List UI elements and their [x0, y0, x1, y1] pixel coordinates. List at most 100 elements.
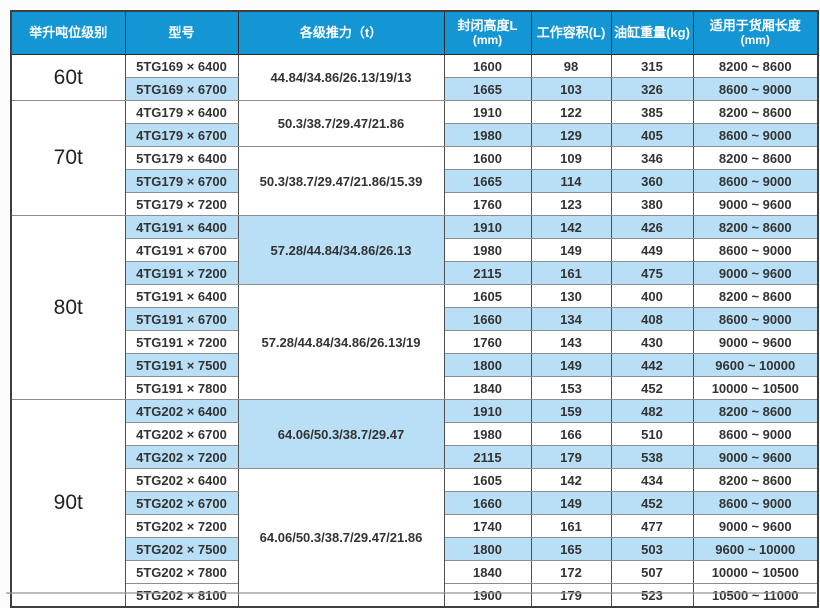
- working-volume-cell: 159: [530, 399, 612, 423]
- closed-height-cell: 1665: [443, 77, 532, 101]
- weight-cell: 326: [610, 77, 694, 101]
- thrust-cell: 50.3/38.7/29.47/21.86/15.39: [237, 146, 445, 216]
- cargo-length-cell: 10500 ~ 11000: [692, 583, 819, 608]
- thrust-cell: 64.06/50.3/38.7/29.47: [237, 399, 445, 469]
- cargo-length-cell: 8600 ~ 9000: [692, 238, 819, 262]
- working-volume-cell: 142: [530, 215, 612, 239]
- cargo-length-cell: 8600 ~ 9000: [692, 422, 819, 446]
- header-row: 举升吨位级别 型号 各级推力（t） 封闭高度L (mm) 工作容积(L) 油缸重量…: [10, 10, 819, 55]
- closed-height-cell: 2115: [443, 261, 532, 285]
- weight-cell: 360: [610, 169, 694, 193]
- table-row: 5TG191 × 6400 57.28/44.84/34.86/26.13/19 1…: [11, 284, 819, 400]
- table-row: 80t 4TG191 × 6400 57.28/44.84/34.86/26.13 1…: [10, 215, 819, 400]
- cargo-length-cell: 8600 ~ 9000: [692, 169, 819, 193]
- cargo-length-cell: 9000 ~ 9600: [692, 192, 819, 216]
- closed-height-cell: 1660: [443, 491, 532, 515]
- model-cell: 4TG202 × 6700: [124, 422, 239, 446]
- table-row: 70t 4TG179 × 6400 50.3/38.7/29.47/21.86 191…: [10, 100, 819, 216]
- cargo-length-cell: 8200 ~ 8600: [692, 100, 819, 124]
- tonnage-cell: 80t: [10, 215, 126, 400]
- table-row: 5TG202 × 6400 64.06/50.3/38.7/29.47/21.86…: [11, 468, 819, 608]
- model-cell: 4TG179 × 6700: [124, 123, 239, 147]
- weight-cell: 503: [610, 537, 694, 561]
- model-cell: 5TG191 × 6400: [124, 284, 239, 308]
- tonnage-cell: 70t: [10, 100, 126, 216]
- cargo-length-cell: 9000 ~ 9600: [692, 261, 819, 285]
- table-row: 4TG202 × 6700 1980 166 510 8600 ~ 9000: [11, 422, 819, 446]
- header-cell-model: 型号: [124, 10, 239, 55]
- closed-height-cell: 1980: [443, 422, 532, 446]
- cargo-length-cell: 9000 ~ 9600: [692, 445, 819, 469]
- model-cell: 4TG202 × 7200: [124, 445, 239, 469]
- table-bottom-shadow: [6, 592, 816, 594]
- table-row: 4TG191 × 7200 2115 161 475 9000 ~ 9600: [11, 261, 819, 285]
- table-row: 5TG202 × 7800 1840 172 507 10000 ~ 10500: [11, 560, 819, 584]
- working-volume-cell: 179: [530, 445, 612, 469]
- model-cell: 5TG179 × 6700: [124, 169, 239, 193]
- header-cell-closed-height: 封闭高度L (mm): [443, 10, 532, 55]
- weight-cell: 426: [610, 215, 694, 239]
- closed-height-cell: 1760: [443, 330, 532, 354]
- table-row: 5TG179 × 7200 1760 123 380 9000 ~ 9600: [11, 192, 819, 216]
- header-cell-tonnage: 举升吨位级别: [10, 10, 126, 55]
- working-volume-cell: 114: [530, 169, 612, 193]
- weight-cell: 380: [610, 192, 694, 216]
- model-cell: 4TG191 × 7200: [124, 261, 239, 285]
- closed-height-cell: 1910: [443, 399, 532, 423]
- closed-height-cell: 1600: [443, 146, 532, 170]
- table-row: 5TG179 × 6700 1665 114 360 8600 ~ 9000: [11, 169, 819, 193]
- working-volume-cell: 149: [530, 491, 612, 515]
- working-volume-cell: 122: [530, 100, 612, 124]
- closed-height-cell: 1800: [443, 353, 532, 377]
- working-volume-cell: 166: [530, 422, 612, 446]
- weight-cell: 482: [610, 399, 694, 423]
- working-volume-cell: 161: [530, 514, 612, 538]
- weight-cell: 477: [610, 514, 694, 538]
- working-volume-cell: 172: [530, 560, 612, 584]
- weight-cell: 315: [610, 54, 694, 78]
- model-cell: 5TG179 × 6400: [124, 146, 239, 170]
- cargo-length-cell: 9600 ~ 10000: [692, 537, 819, 561]
- working-volume-cell: 143: [530, 330, 612, 354]
- table-row: 5TG169 × 6700 1665 103 326 8600 ~ 9000: [11, 77, 819, 101]
- cargo-length-cell: 8200 ~ 8600: [692, 146, 819, 170]
- tonnage-cell: 90t: [10, 399, 126, 608]
- model-cell: 4TG191 × 6400: [124, 215, 239, 239]
- table-row: 5TG202 × 7200 1740 161 477 9000 ~ 9600: [11, 514, 819, 538]
- thrust-cell: 57.28/44.84/34.86/26.13: [237, 215, 445, 285]
- closed-height-cell: 1800: [443, 537, 532, 561]
- thrust-cell: 44.84/34.86/26.13/19/13: [237, 54, 445, 101]
- closed-height-cell: 1600: [443, 54, 532, 78]
- thrust-cell: 57.28/44.84/34.86/26.13/19: [237, 284, 445, 400]
- cargo-length-cell: 8600 ~ 9000: [692, 77, 819, 101]
- weight-cell: 405: [610, 123, 694, 147]
- weight-cell: 385: [610, 100, 694, 124]
- spec-table-container: 举升吨位级别 型号 各级推力（t） 封闭高度L (mm) 工作容积(L) 油缸重量…: [10, 10, 819, 608]
- weight-cell: 434: [610, 468, 694, 492]
- closed-height-cell: 1665: [443, 169, 532, 193]
- tonnage-cell: 60t: [10, 54, 126, 101]
- weight-cell: 442: [610, 353, 694, 377]
- working-volume-cell: 149: [530, 353, 612, 377]
- table-row: 5TG179 × 6400 50.3/38.7/29.47/21.86/15.39…: [11, 146, 819, 216]
- spec-table-header: 举升吨位级别 型号 各级推力（t） 封闭高度L (mm) 工作容积(L) 油缸重量…: [10, 10, 819, 55]
- closed-height-cell: 1980: [443, 238, 532, 262]
- working-volume-cell: 98: [530, 54, 612, 78]
- closed-height-cell: 1900: [443, 583, 532, 608]
- closed-height-cell: 1605: [443, 284, 532, 308]
- closed-height-cell: 1605: [443, 468, 532, 492]
- table-row: 90t 4TG202 × 6400 64.06/50.3/38.7/29.47 191…: [10, 399, 819, 608]
- table-row: 5TG191 × 7200 1760 143 430 9000 ~ 9600: [11, 330, 819, 354]
- weight-cell: 449: [610, 238, 694, 262]
- model-cell: 5TG191 × 7200: [124, 330, 239, 354]
- working-volume-cell: 123: [530, 192, 612, 216]
- cargo-length-cell: 8600 ~ 9000: [692, 123, 819, 147]
- weight-cell: 430: [610, 330, 694, 354]
- header-cell-cargo-length: 适用于货厢长度 (mm): [692, 10, 819, 55]
- table-row: 60t 5TG169 × 6400 44.84/34.86/26.13/19/13 1…: [10, 54, 819, 101]
- closed-height-cell: 1760: [443, 192, 532, 216]
- model-cell: 5TG202 × 7800: [124, 560, 239, 584]
- cargo-length-cell: 9000 ~ 9600: [692, 330, 819, 354]
- working-volume-cell: 103: [530, 77, 612, 101]
- table-row: 5TG191 × 7800 1840 153 452 10000 ~ 10500: [11, 376, 819, 400]
